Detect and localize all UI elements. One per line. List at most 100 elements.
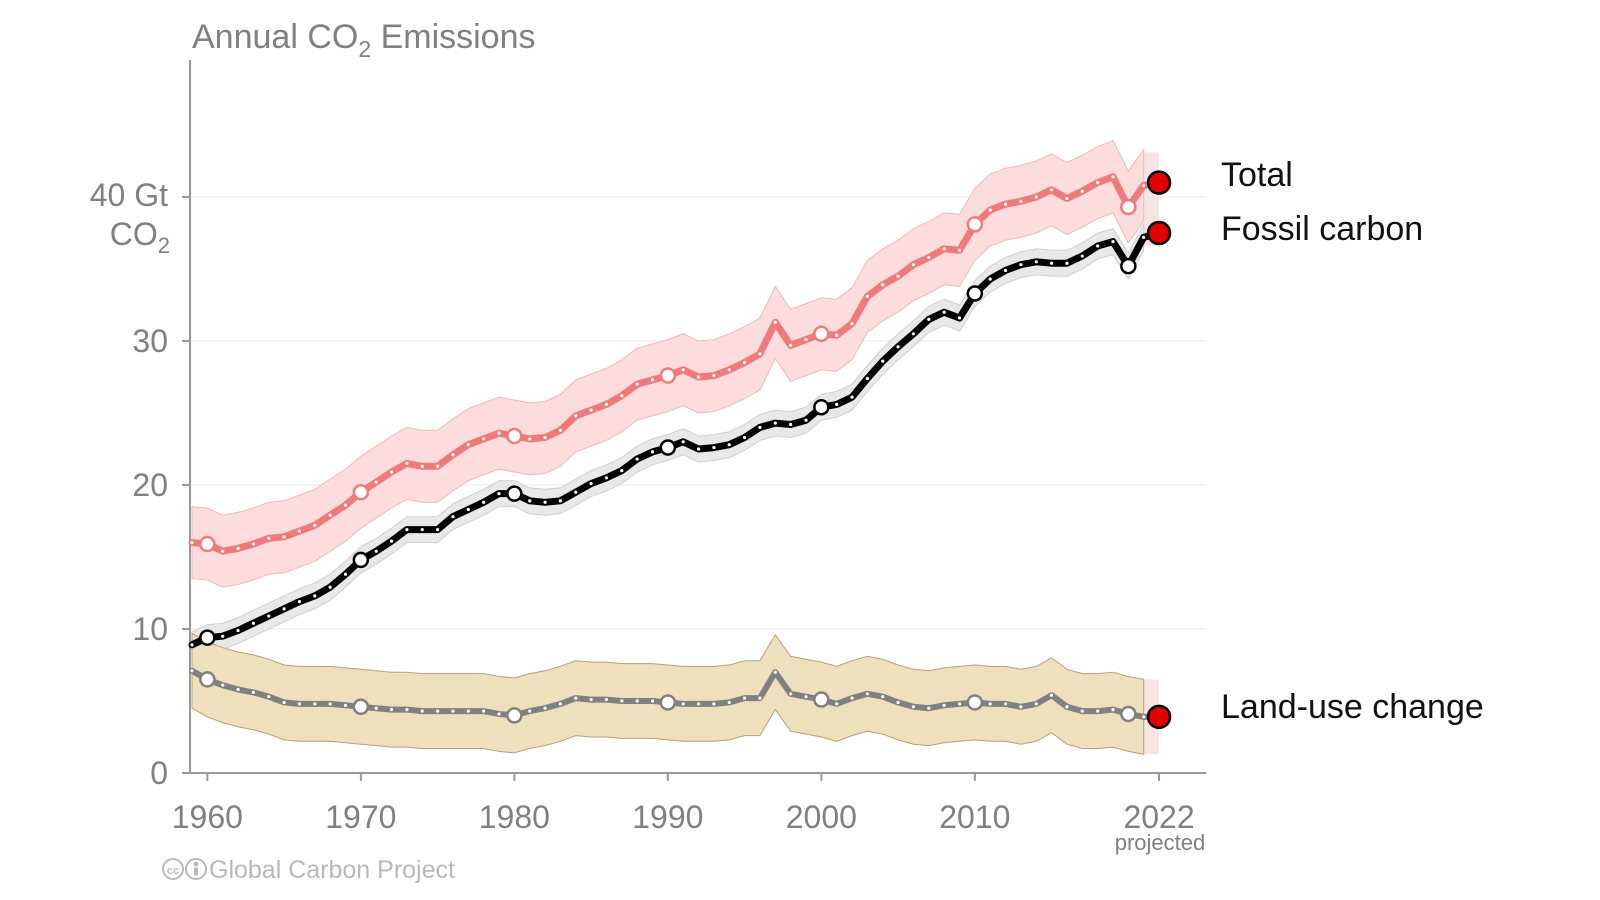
land-use-change-point [635,699,639,703]
land-use-change-point [451,709,455,713]
total-point [328,513,332,517]
series-circles [199,198,1137,724]
total-band [191,140,1145,588]
land-use-change-point [1096,709,1100,713]
fossil-carbon-point [773,421,777,425]
land-use-change-point [328,702,332,706]
fossil-carbon-point [620,469,624,473]
land-use-change-label: Land-use change [1221,688,1484,726]
total-point [804,337,808,342]
total-point [1111,175,1115,179]
land-use-change-band [191,632,1145,755]
y-tick-label: 20 [132,467,168,503]
total-point [1142,183,1146,188]
fossil-carbon-point [297,600,302,604]
y-unit-label: 40 Gt [90,177,168,213]
land-use-change-point [712,702,716,706]
fossil-carbon-point [466,507,470,512]
total-point [251,542,255,546]
fossil-carbon-decade-marker [352,551,370,569]
fossil-carbon-point [482,500,486,504]
fossil-carbon-point [1019,263,1023,267]
fossil-carbon-point [1065,261,1069,265]
land-use-change-point [528,709,532,713]
total-point [221,549,225,553]
land-use-change-projection-marker [1146,704,1172,730]
total-point [405,461,409,465]
land-use-change-point [881,695,885,699]
land-use-change-point [1065,705,1069,709]
fossil-carbon-point [1142,235,1146,239]
fossil-carbon-point [374,549,378,553]
fossil-carbon-point [267,614,271,618]
x-tick-label: 1990 [632,799,703,835]
fossil-carbon-point [451,515,455,519]
fossil-carbon-point [850,395,854,399]
fossil-carbon-point [1003,268,1008,273]
attribution-icon-head [193,861,199,867]
fossil-carbon-projection-marker [1146,220,1172,246]
fossil-carbon-point [589,481,593,486]
total-point [1096,181,1100,185]
fossil-carbon-point [727,443,731,447]
land-use-change-point [1034,702,1038,706]
total-point [482,437,486,441]
fossil-carbon-point [543,500,547,504]
fossil-carbon-point [282,607,286,611]
total-decade-marker [659,367,677,384]
total-point [727,368,731,372]
fossil-carbon-point [528,499,532,503]
land-use-change-point [482,709,486,713]
total-point [789,343,793,347]
chart-title: Annual CO2 Emissions [192,18,536,62]
total-point [297,529,302,533]
fossil-carbon-point [328,585,332,589]
fossil-carbon-point [988,277,992,281]
fossil-carbon-point [681,440,685,444]
fossil-carbon-point [1034,260,1038,264]
series-dots [190,175,1146,719]
total-point [343,503,348,507]
land-use-change-point [574,696,578,700]
fossil-carbon-point [436,528,440,532]
land-use-change-point [758,696,762,700]
land-use-change-point [773,670,777,674]
fossil-carbon-point [1111,240,1115,244]
fossil-carbon-point [313,594,317,598]
total-point [620,394,624,398]
total-point [957,248,962,252]
total-point [896,274,900,278]
land-use-change-decade-marker [966,694,984,711]
land-use-change-point [1080,709,1084,713]
land-use-change-point [727,700,731,705]
land-use-change-point [604,697,609,702]
fossil-carbon-point [604,476,609,480]
x-tick-label: 2000 [786,799,857,835]
land-use-change-point [267,695,271,699]
total-point [850,322,854,326]
fossil-carbon-decade-marker [813,398,830,416]
total-point [712,373,716,378]
total-point [558,428,563,432]
land-use-change-point [466,709,470,713]
total-decade-marker [966,216,984,233]
total-point [1019,199,1023,203]
land-use-change-point [850,696,854,700]
cc-icon [162,858,184,880]
total-point [466,443,470,447]
y-tick-label: 10 [132,611,168,647]
land-use-change-point [436,709,440,713]
fossil-carbon-point [911,332,916,336]
total-point [650,378,655,382]
total-point [988,208,992,212]
land-use-change-point [343,703,348,707]
land-use-change-point [804,695,808,699]
land-use-change-point [696,702,701,706]
fossil-carbon-label: Fossil carbon [1221,210,1423,248]
fossil-carbon-point [574,490,578,494]
x-tick-label: 1980 [479,799,550,835]
total-point [313,523,317,527]
land-use-change-point [236,687,240,692]
land-use-change-point [389,708,394,712]
projected-note: projected [1115,830,1206,855]
